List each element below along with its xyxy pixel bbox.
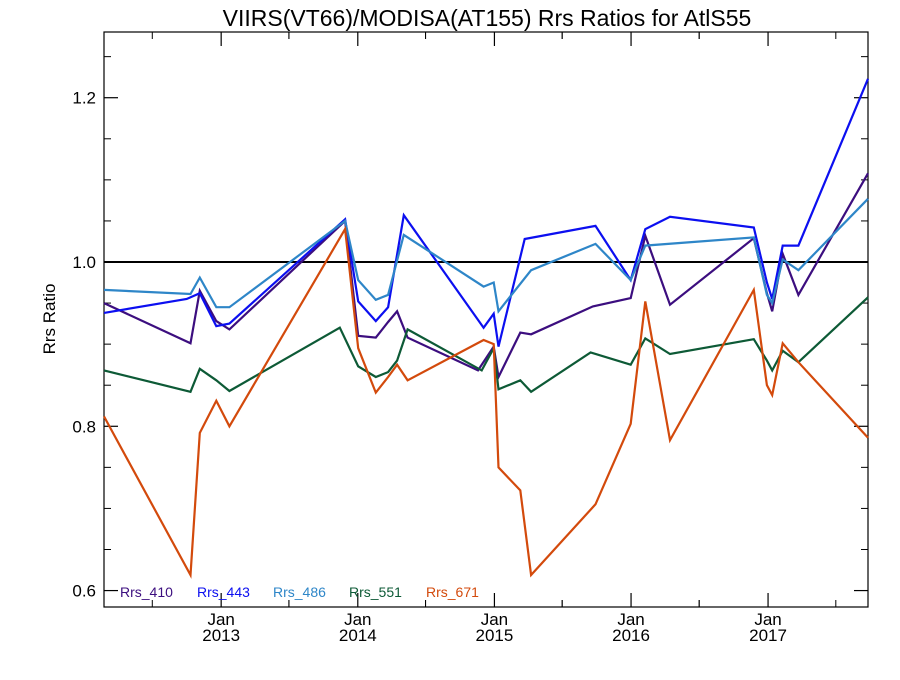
legend: Rrs_410 Rrs_443 Rrs_486 Rrs_551 Rrs_671 — [120, 584, 479, 600]
x-tick-label-month: Jan — [207, 610, 234, 629]
x-tick-label-month: Jan — [344, 610, 371, 629]
series-line-rrs-671 — [103, 225, 869, 579]
series-lines — [103, 78, 870, 579]
y-tick-label: 0.6 — [72, 582, 96, 601]
y-tick-label: 1.0 — [72, 253, 96, 272]
x-tick-label-month: Jan — [617, 610, 644, 629]
y-axis-label: Rrs Ratio — [40, 284, 59, 355]
axis-ticks — [104, 32, 868, 607]
legend-entry-rrs-443: Rrs_443 — [197, 584, 250, 600]
series-line-rrs-486 — [103, 198, 869, 314]
x-tick-label-year: 2013 — [202, 626, 240, 645]
x-tick-label-month: Jan — [754, 610, 781, 629]
y-tick-label: 0.8 — [72, 417, 96, 436]
x-tick-label-month: Jan — [481, 610, 508, 629]
chart-title: VIIRS(VT66)/MODISA(AT155) Rrs Ratios for… — [223, 5, 752, 31]
y-tick-label: 1.2 — [72, 89, 96, 108]
legend-entry-rrs-671: Rrs_671 — [426, 584, 479, 600]
legend-entry-rrs-410: Rrs_410 — [120, 584, 173, 600]
legend-entry-rrs-486: Rrs_486 — [273, 584, 326, 600]
x-tick-label-year: 2014 — [339, 626, 377, 645]
x-tick-label-year: 2016 — [612, 626, 650, 645]
series-line-rrs-410 — [103, 172, 869, 381]
plot-area-frame — [103, 31, 869, 608]
x-tick-label-year: 2015 — [476, 626, 514, 645]
x-tick-label-year: 2017 — [749, 626, 787, 645]
series-line-rrs-551 — [103, 296, 869, 394]
y-tick-labels: 0.6 0.8 1.0 1.2 — [72, 89, 96, 601]
series-line-rrs-443 — [103, 78, 870, 347]
legend-entry-rrs-551: Rrs_551 — [349, 584, 402, 600]
